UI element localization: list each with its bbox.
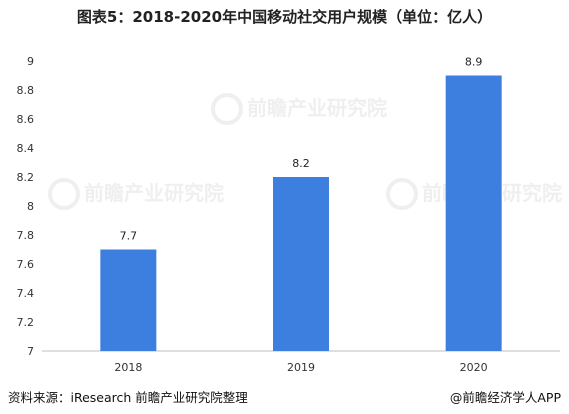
x-axis-ticks: 2018 2019 2020 — [114, 361, 487, 374]
y-tick-label: 8.8 — [17, 84, 35, 97]
x-tick-label-2018: 2018 — [114, 361, 142, 374]
y-tick-label: 8 — [27, 200, 34, 213]
data-label-2019: 8.2 — [292, 157, 310, 170]
y-tick-label: 7.6 — [17, 258, 35, 271]
bar-2020 — [445, 75, 502, 351]
y-tick-label: 8.2 — [17, 171, 35, 184]
bar-2019 — [273, 177, 329, 351]
watermark: 前瞻产业研究院 — [48, 178, 224, 210]
chart-title: 图表5：2018-2020年中国移动社交用户规模（单位：亿人） — [76, 8, 493, 26]
x-tick-label-2019: 2019 — [287, 361, 315, 374]
y-tick-label: 8.6 — [17, 113, 35, 126]
y-tick-label: 8.4 — [17, 142, 35, 155]
watermark-logo-icon — [211, 93, 243, 125]
data-labels-group: 7.7 8.2 8.9 — [120, 56, 483, 243]
y-tick-label: 7.2 — [17, 316, 35, 329]
brand-credit: @前瞻经济学人APP — [449, 390, 561, 405]
watermark-logo-icon — [386, 178, 418, 210]
y-tick-label: 7.8 — [17, 229, 35, 242]
bars-group — [100, 75, 502, 351]
watermark: 前瞻产业研究院 — [211, 93, 387, 125]
y-tick-label: 9 — [27, 55, 34, 68]
y-axis-ticks: 7 7.2 7.4 7.6 7.8 8 8.2 8.4 8.6 8.8 9 — [17, 55, 35, 358]
watermark-text: 前瞻产业研究院 — [84, 181, 224, 205]
watermark-text: 前瞻产业研究院 — [247, 96, 387, 120]
x-tick-label-2020: 2020 — [460, 361, 488, 374]
data-label-2018: 7.7 — [120, 230, 138, 243]
bar-2018 — [100, 249, 157, 351]
source-note: 资料来源：iResearch 前瞻产业研究院整理 — [8, 390, 248, 405]
y-tick-label: 7 — [27, 345, 34, 358]
watermark-logo-icon — [48, 178, 80, 210]
y-tick-label: 7.4 — [17, 287, 35, 300]
data-label-2020: 8.9 — [465, 56, 483, 69]
